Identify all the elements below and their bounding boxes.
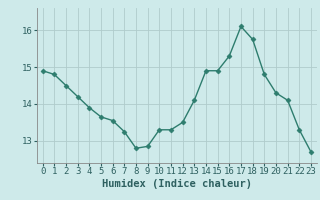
X-axis label: Humidex (Indice chaleur): Humidex (Indice chaleur) (102, 179, 252, 189)
